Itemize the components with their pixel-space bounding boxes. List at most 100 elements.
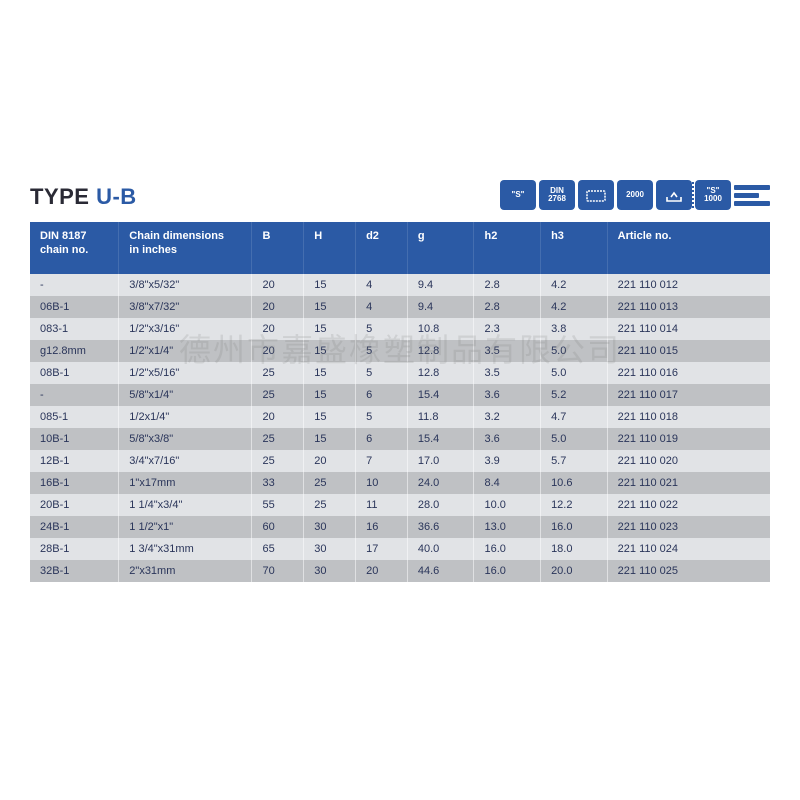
table-cell: 16.0 (474, 560, 541, 582)
badge-bars-icon (734, 180, 770, 210)
table-cell: 221 110 018 (607, 406, 770, 428)
spec-badge: "S"1000 (695, 180, 731, 210)
column-header: h2 (474, 222, 541, 274)
table-cell: 1/2"x1/4" (119, 340, 252, 362)
table-cell: 55 (252, 494, 304, 516)
table-cell: 221 110 023 (607, 516, 770, 538)
table-cell: 5.7 (541, 450, 608, 472)
table-row: -5/8"x1/4"2515615.43.65.2221 110 017 (30, 384, 770, 406)
table-cell: 3.6 (474, 384, 541, 406)
table-body: -3/8"x5/32"201549.42.84.2221 110 01206B-… (30, 274, 770, 582)
table-cell: 2.8 (474, 296, 541, 318)
table-cell: 13.0 (474, 516, 541, 538)
table-cell: 20 (252, 296, 304, 318)
table-cell: 2.8 (474, 274, 541, 296)
table-cell: 3.9 (474, 450, 541, 472)
table-cell: 20B-1 (30, 494, 119, 516)
table-cell: 5 (356, 406, 408, 428)
table-cell: 12.8 (407, 362, 474, 384)
table-cell: 2"x31mm (119, 560, 252, 582)
table-cell: 24.0 (407, 472, 474, 494)
column-header: B (252, 222, 304, 274)
table-cell: 3/8"x5/32" (119, 274, 252, 296)
table-cell: 3.5 (474, 362, 541, 384)
table-cell: 10B-1 (30, 428, 119, 450)
table-cell: 1 1/2"x1" (119, 516, 252, 538)
table-cell: 36.6 (407, 516, 474, 538)
table-cell: 24B-1 (30, 516, 119, 538)
table-cell: 9.4 (407, 274, 474, 296)
table-row: 083-11/2"x3/16"2015510.82.33.8221 110 01… (30, 318, 770, 340)
table-cell: 08B-1 (30, 362, 119, 384)
table-cell: 06B-1 (30, 296, 119, 318)
table-cell: 20.0 (541, 560, 608, 582)
table-cell: 15 (304, 428, 356, 450)
table-cell: 221 110 019 (607, 428, 770, 450)
table-cell: 221 110 024 (607, 538, 770, 560)
table-cell: 20 (304, 450, 356, 472)
spec-badge: "S" (500, 180, 536, 210)
table-cell: 1/2"x5/16" (119, 362, 252, 384)
table-cell: 15 (304, 362, 356, 384)
table-cell: 20 (252, 340, 304, 362)
table-cell: 6 (356, 428, 408, 450)
table-cell: 30 (304, 560, 356, 582)
table-cell: 15 (304, 318, 356, 340)
table-cell: 3/4"x7/16" (119, 450, 252, 472)
table-cell: 70 (252, 560, 304, 582)
table-cell: 5 (356, 362, 408, 384)
table-cell: 44.6 (407, 560, 474, 582)
table-cell: 4.2 (541, 296, 608, 318)
table-cell: 1 3/4"x31mm (119, 538, 252, 560)
table-cell: 30 (304, 538, 356, 560)
table-cell: 20 (252, 406, 304, 428)
page: 德州市嘉盛橡塑制品有限公司 TYPE U-B "S"DIN27682000"S"… (0, 0, 800, 800)
table-cell: 17.0 (407, 450, 474, 472)
table-cell: 1"x17mm (119, 472, 252, 494)
table-cell: 28B-1 (30, 538, 119, 560)
table-cell: 20 (252, 318, 304, 340)
table-row: 16B-11"x17mm33251024.08.410.6221 110 021 (30, 472, 770, 494)
column-header: h3 (541, 222, 608, 274)
table-cell: 221 110 015 (607, 340, 770, 362)
table-cell: 15 (304, 384, 356, 406)
table-cell: 10.0 (474, 494, 541, 516)
table-cell: 3.5 (474, 340, 541, 362)
table-cell: 12.8 (407, 340, 474, 362)
table-cell: 221 110 014 (607, 318, 770, 340)
table-cell: 20 (252, 274, 304, 296)
table-cell: 11 (356, 494, 408, 516)
badge-tray-icon (656, 180, 692, 210)
table-cell: 5.0 (541, 428, 608, 450)
table-cell: 12B-1 (30, 450, 119, 472)
column-header: DIN 8187chain no. (30, 222, 119, 274)
table-cell: 65 (252, 538, 304, 560)
table-cell: 25 (304, 472, 356, 494)
table-cell: 18.0 (541, 538, 608, 560)
table-cell: 32B-1 (30, 560, 119, 582)
table-cell: 221 110 016 (607, 362, 770, 384)
header-row: TYPE U-B "S"DIN27682000"S"1000 (30, 180, 770, 210)
table-cell: 221 110 021 (607, 472, 770, 494)
table-cell: 5/8"x3/8" (119, 428, 252, 450)
table-cell: 9.4 (407, 296, 474, 318)
table-row: 06B-13/8"x7/32"201549.42.84.2221 110 013 (30, 296, 770, 318)
table-cell: 20 (356, 560, 408, 582)
table-cell: - (30, 274, 119, 296)
table-cell: 2.3 (474, 318, 541, 340)
table-cell: 12.2 (541, 494, 608, 516)
table-cell: 4.2 (541, 274, 608, 296)
column-header: d2 (356, 222, 408, 274)
table-cell: 8.4 (474, 472, 541, 494)
table-cell: 221 110 020 (607, 450, 770, 472)
table-cell: 15 (304, 340, 356, 362)
table-row: 08B-11/2"x5/16"2515512.83.55.0221 110 01… (30, 362, 770, 384)
spec-table: DIN 8187chain no.Chain dimensionsin inch… (30, 222, 770, 582)
page-title: TYPE U-B (30, 184, 137, 210)
spec-badge: 2000 (617, 180, 653, 210)
table-cell: 17 (356, 538, 408, 560)
table-cell: 30 (304, 516, 356, 538)
table-cell: 15 (304, 296, 356, 318)
badge-rect-icon (578, 180, 614, 210)
table-cell: 221 110 025 (607, 560, 770, 582)
